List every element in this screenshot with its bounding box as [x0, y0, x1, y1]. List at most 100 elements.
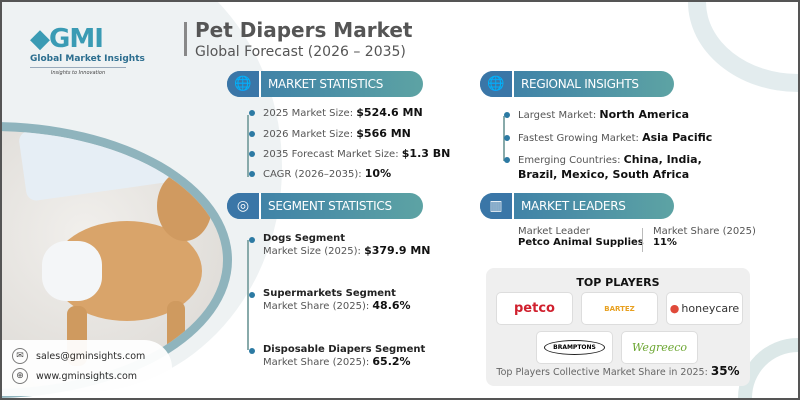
stat-item: CAGR (2026–2035): 10% [249, 167, 450, 180]
title-divider [184, 22, 187, 56]
stat-value: $566 MN [356, 127, 411, 140]
region-value: Brazil, Mexico, South Africa [518, 168, 690, 181]
stat-label: CAGR (2026–2035): [263, 169, 362, 180]
section-heading: MARKET LEADERS [521, 199, 626, 213]
segment-title: Dogs Segment [263, 233, 346, 244]
leader-name: Petco Animal Supplies [518, 237, 644, 248]
website-link[interactable]: ⊕ www.gminsights.com [12, 366, 172, 386]
stat-value: 10% [364, 167, 392, 180]
footer-label: Top Players Collective Market Share in 2… [496, 367, 708, 378]
contact-panel: ✉ sales@gminsights.com ⊕ www.gminsights.co… [2, 340, 172, 396]
dog-diaper [42, 241, 102, 301]
bullet [249, 131, 255, 137]
segment-title: Supermarkets Segment [263, 288, 396, 299]
bullet [249, 151, 255, 157]
segment-item: Supermarkets Segment Market Share (2025):… [249, 288, 431, 344]
bartez-logo: BARTEZ [581, 292, 658, 325]
market-leader-block: Market Leader Petco Animal Supplies [518, 226, 644, 248]
market-statistics-list: 2025 Market Size: $524.6 MN 2026 Market … [249, 106, 451, 180]
region-label: Fastest Growing Market: [518, 133, 639, 144]
segment-statistics-list: Dogs Segment Market Size (2025): $379.9 M… [249, 233, 431, 368]
segment-label: Market Share (2025): [263, 357, 370, 368]
bullet [249, 171, 255, 177]
region-item: Largest Market: North America [504, 108, 712, 131]
timeline-line [247, 115, 249, 177]
target-chart-icon: ◎ [227, 193, 261, 219]
dog-head [157, 171, 212, 241]
website-text[interactable]: www.gminsights.com [36, 370, 138, 382]
segment-value: 65.2% [372, 355, 411, 368]
stat-item: 2026 Market Size: $566 MN [249, 127, 450, 147]
logo-mark: ◆GMI [30, 24, 104, 54]
region-label: Largest Market: [518, 110, 597, 121]
email-text[interactable]: sales@gminsights.com [36, 350, 146, 362]
segment-item: Dogs Segment Market Size (2025): $379.9 M… [249, 233, 431, 288]
region-item: Fastest Growing Market: Asia Pacific [504, 131, 713, 153]
honeycare-logo: ● honeycare [666, 292, 743, 325]
region-label: Emerging Countries: [518, 155, 621, 166]
bullet [249, 110, 255, 116]
building-chart-icon: ▥ [480, 193, 514, 219]
segment-label: Market Share (2025): [263, 301, 370, 312]
segment-value: $379.9 MN [364, 244, 431, 257]
segment-statistics-header: ◎ SEGMENT STATISTICS [227, 193, 423, 219]
page-title: Pet Diapers Market [195, 18, 413, 42]
stat-label: 2026 Market Size: [263, 129, 354, 140]
timeline-line [247, 240, 249, 350]
leader-share-block: Market Share (2025) 11% [653, 226, 756, 248]
region-value: China, India, [623, 153, 702, 166]
region-item: Emerging Countries: China, India, Brazil,… [504, 153, 712, 184]
footer-value: 35% [710, 364, 740, 378]
stat-value: $524.6 MN [356, 106, 423, 119]
segment-title: Disposable Diapers Segment [263, 344, 426, 355]
dog-leg [167, 301, 185, 361]
stat-value: $1.3 BN [401, 147, 451, 160]
segment-label: Market Size (2025): [263, 246, 361, 257]
globe-icon: ⊕ [12, 368, 28, 384]
regional-insights-list: Largest Market: North America Fastest Gr… [504, 108, 713, 184]
bramptons-logo: BRAMPTONS [536, 331, 613, 364]
stat-label: 2025 Market Size: [263, 108, 354, 119]
wegreeco-logo: Wegreeco [621, 331, 698, 364]
email-link[interactable]: ✉ sales@gminsights.com [12, 346, 172, 366]
globe-chart-icon: 🌐 [227, 71, 261, 97]
bullet [504, 135, 510, 141]
top-players-panel: TOP PLAYERS petco BARTEZ ● honeycare BRAM… [486, 268, 750, 386]
page-subtitle: Global Forecast (2026 – 2035) [195, 44, 406, 60]
share-label: Market Share (2025) [653, 226, 756, 237]
bullet [504, 157, 510, 163]
bullet [504, 112, 510, 118]
brand-name: Global Market Insights [30, 54, 145, 64]
market-statistics-header: 🌐 MARKET STATISTICS [227, 71, 423, 97]
divider [642, 228, 643, 252]
segment-value: 48.6% [372, 299, 411, 312]
petco-logo: petco [496, 292, 573, 325]
region-value: North America [599, 108, 690, 121]
section-heading: REGIONAL INSIGHTS [521, 77, 639, 91]
section-heading: SEGMENT STATISTICS [268, 199, 392, 213]
honeycare-icon: ● [669, 302, 680, 315]
section-heading: MARKET STATISTICS [268, 77, 384, 91]
segment-item: Disposable Diapers Segment Market Share (… [249, 344, 431, 368]
bullet [249, 237, 255, 243]
decorative-arc [688, 2, 798, 92]
email-icon: ✉ [12, 348, 28, 364]
bullet [249, 348, 255, 354]
stat-label: 2035 Forecast Market Size: [263, 149, 399, 160]
region-value: Asia Pacific [642, 131, 713, 144]
stat-item: 2035 Forecast Market Size: $1.3 BN [249, 147, 451, 167]
globe-icon: 🌐 [480, 71, 514, 97]
brand-tagline: Insights to Innovation [30, 67, 126, 76]
gmi-logo[interactable]: ◆GMI Global Market Insights Insights to … [30, 24, 145, 76]
logo-text: BRAMPTONS [544, 340, 605, 355]
leader-label: Market Leader [518, 226, 590, 237]
market-leaders-header: ▥ MARKET LEADERS [480, 193, 674, 219]
top-players-heading: TOP PLAYERS [576, 276, 660, 289]
stat-item: 2025 Market Size: $524.6 MN [249, 106, 450, 127]
logo-text: honeycare [681, 302, 740, 315]
regional-insights-header: 🌐 REGIONAL INSIGHTS [480, 71, 674, 97]
bullet [249, 292, 255, 298]
share-value: 11% [653, 237, 677, 248]
top-players-footer: Top Players Collective Market Share in 2… [486, 364, 750, 378]
